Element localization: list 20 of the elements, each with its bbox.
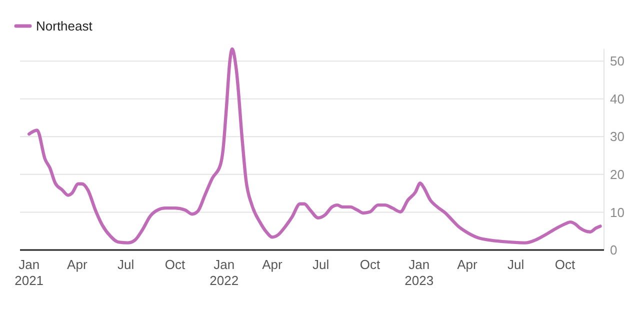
y-tick-label: 20 <box>610 166 624 182</box>
x-tick-label: Jan 2023 <box>404 257 434 288</box>
x-tick-label: Oct <box>164 257 186 272</box>
x-tick-label: Jul <box>312 257 330 272</box>
y-tick-label: 0 <box>610 242 618 258</box>
x-tick-label: Oct <box>554 257 576 272</box>
legend-label: Northeast <box>36 18 93 34</box>
x-tick-label: Oct <box>360 257 380 272</box>
x-tick-label: Apr <box>457 257 478 272</box>
x-tick-label: Jul <box>117 257 134 272</box>
y-tick-label: 40 <box>610 91 624 106</box>
x-tick-label: Apr <box>262 257 283 272</box>
x-tick-label: Jan 2022 <box>210 257 239 288</box>
x-tick-label: Apr <box>67 257 88 272</box>
x-tick-label: Jul <box>508 257 524 272</box>
y-tick-label: 50 <box>610 54 624 69</box>
line-series <box>27 47 602 244</box>
y-tick-label: 10 <box>610 204 624 220</box>
y-tick-label: 30 <box>610 129 624 144</box>
x-tick-label: Jan 2021 <box>14 257 44 288</box>
